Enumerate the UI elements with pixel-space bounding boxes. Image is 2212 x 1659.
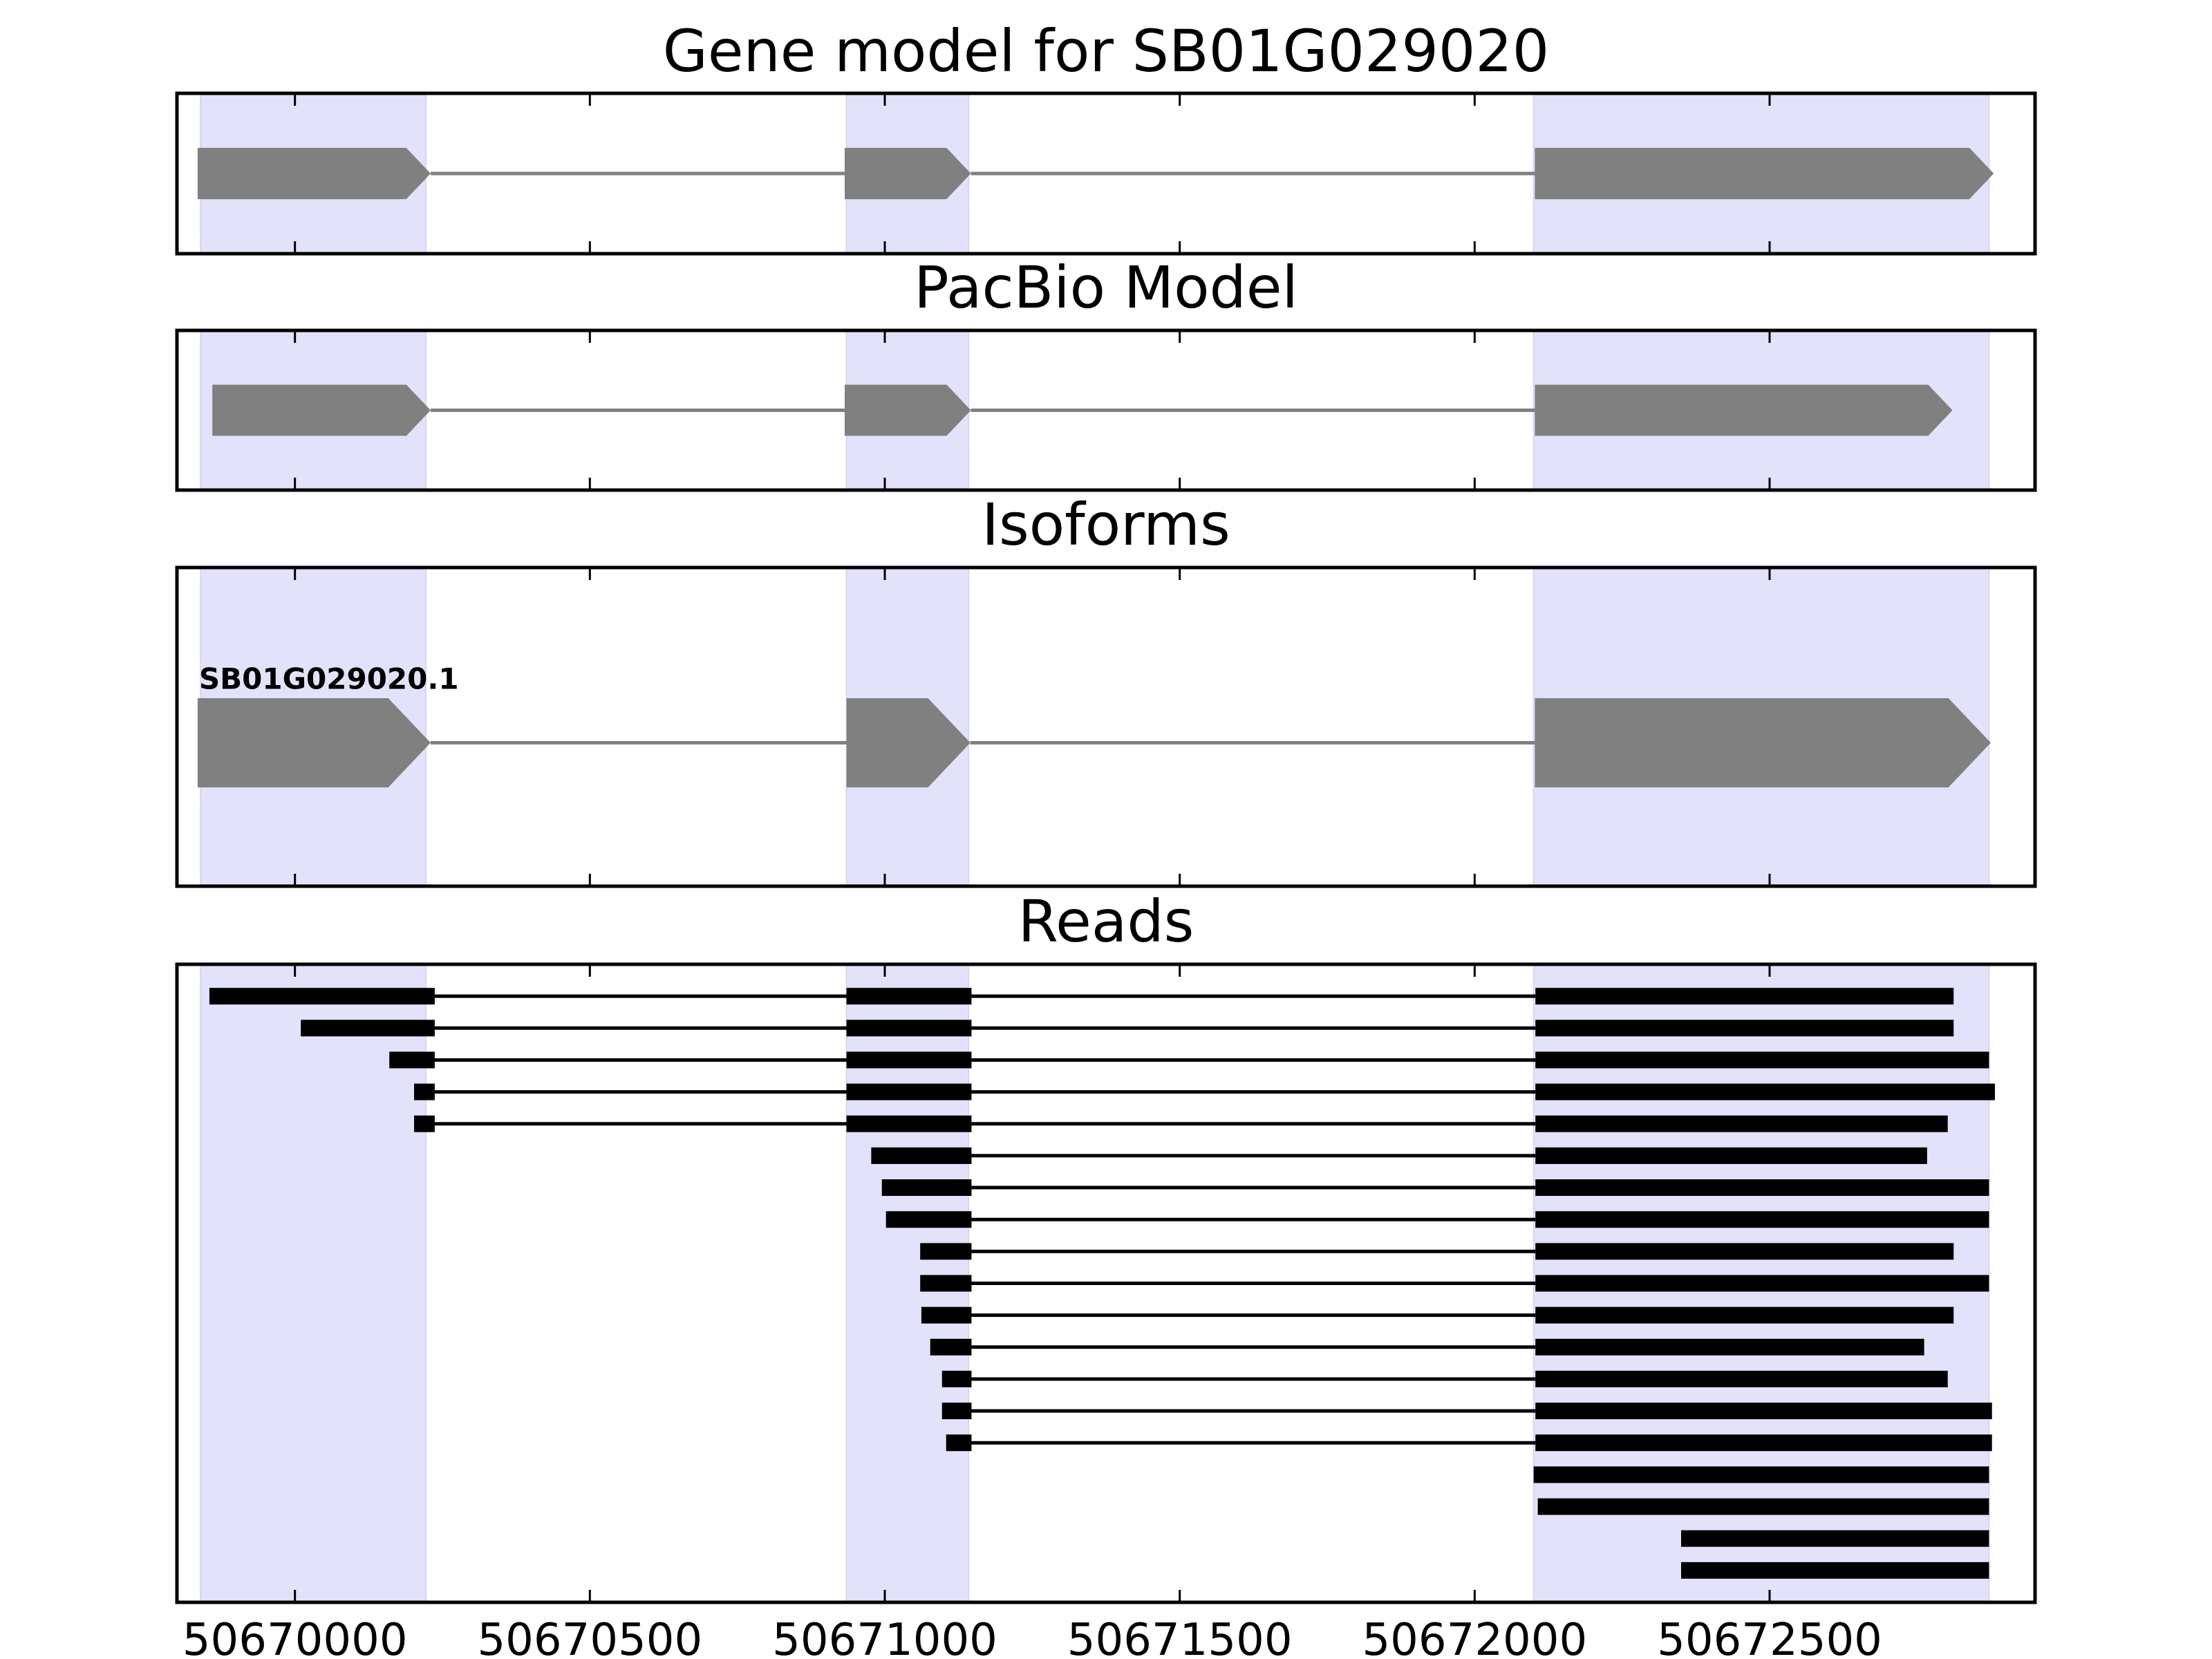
read-segment: [921, 1306, 972, 1324]
read-segment: [846, 1083, 972, 1100]
panel-title-gene-model: Gene model for SB01G029020: [663, 17, 1549, 85]
panel-frame: [175, 962, 2037, 1604]
x-tick-label: 50671500: [1067, 1615, 1293, 1659]
read-segment: [846, 1115, 972, 1132]
x-tick-label: 50670000: [182, 1615, 408, 1659]
read-segment: [1535, 1243, 1954, 1260]
read-segment: [1535, 1403, 1992, 1420]
read-segment: [1535, 1083, 1995, 1100]
read-segment: [414, 1083, 435, 1100]
exon-block: [844, 384, 971, 436]
read-segment: [920, 1275, 972, 1292]
panel-isoforms: Isoforms SB01G029020.1: [175, 491, 2037, 888]
read-segment: [885, 1211, 972, 1228]
x-tick-label: 50672500: [1657, 1615, 1882, 1659]
read-segment: [1535, 1115, 1948, 1132]
read-segment: [1533, 1466, 1989, 1483]
panel-frame: [175, 328, 2037, 492]
panel-title-reads: Reads: [1018, 888, 1194, 955]
panel-gene-model: Gene model for SB01G029020: [175, 17, 2037, 256]
panel-frame: [175, 91, 2037, 256]
read-segment: [209, 988, 435, 1005]
read-segment: [946, 1434, 972, 1452]
panel-title-pacbio-model: PacBio Model: [914, 254, 1298, 321]
read-segment: [301, 1020, 435, 1037]
read-segment: [1535, 1211, 1989, 1228]
read-segment: [941, 1370, 972, 1387]
read-segment: [1535, 988, 1954, 1005]
exon-block: [197, 147, 431, 200]
panel-reads: Reads: [175, 888, 2037, 1604]
isoforms-plot-area: SB01G029020.1: [175, 565, 2037, 888]
read-segment: [1535, 1370, 1948, 1387]
x-tick-label: 50672000: [1362, 1615, 1587, 1659]
read-segment: [941, 1403, 972, 1420]
read-segment: [1535, 1020, 1954, 1037]
read-segment: [1535, 1147, 1927, 1164]
exon-block: [197, 698, 431, 788]
read-segment: [1535, 1306, 1954, 1324]
read-segment: [920, 1243, 972, 1260]
highlight-region: [200, 964, 427, 1603]
exon-block: [1535, 147, 1994, 200]
panel-title-isoforms: Isoforms: [982, 491, 1230, 559]
read-segment: [846, 1051, 972, 1069]
isoform-label: SB01G029020.1: [199, 662, 459, 695]
panel-frame: [175, 565, 2037, 888]
read-segment: [846, 988, 972, 1005]
reads-plot-area: [175, 962, 2037, 1604]
x-axis-tick-labels: 50670000 50670500 50671000 50671500 50672000…: [182, 1615, 1882, 1659]
read-segment: [846, 1020, 972, 1037]
x-tick-label: 50670500: [477, 1615, 702, 1659]
exon-block: [844, 147, 971, 200]
read-segment: [1537, 1498, 1989, 1515]
exon-block: [846, 698, 971, 788]
x-tick-label: 50671000: [772, 1615, 997, 1659]
read-segment: [1681, 1562, 1989, 1579]
exon-block: [212, 384, 431, 436]
pacbio-model-plot-area: [175, 328, 2037, 492]
panel-pacbio-model: PacBio Model: [175, 254, 2037, 492]
read-segment: [930, 1338, 972, 1356]
read-segment: [1535, 1179, 1989, 1197]
gene-model-plot-area: [175, 91, 2037, 256]
read-segment: [1535, 1434, 1992, 1452]
read-segment: [1535, 1338, 1924, 1356]
read-segment: [389, 1051, 435, 1069]
read-segment: [1681, 1530, 1989, 1547]
read-segment: [414, 1115, 435, 1132]
read-segment: [871, 1147, 972, 1164]
read-segment: [1535, 1275, 1989, 1292]
exon-block: [1535, 698, 1991, 788]
read-segment: [1535, 1051, 1989, 1069]
read-segment: [881, 1179, 972, 1197]
exon-block: [1535, 384, 1953, 436]
